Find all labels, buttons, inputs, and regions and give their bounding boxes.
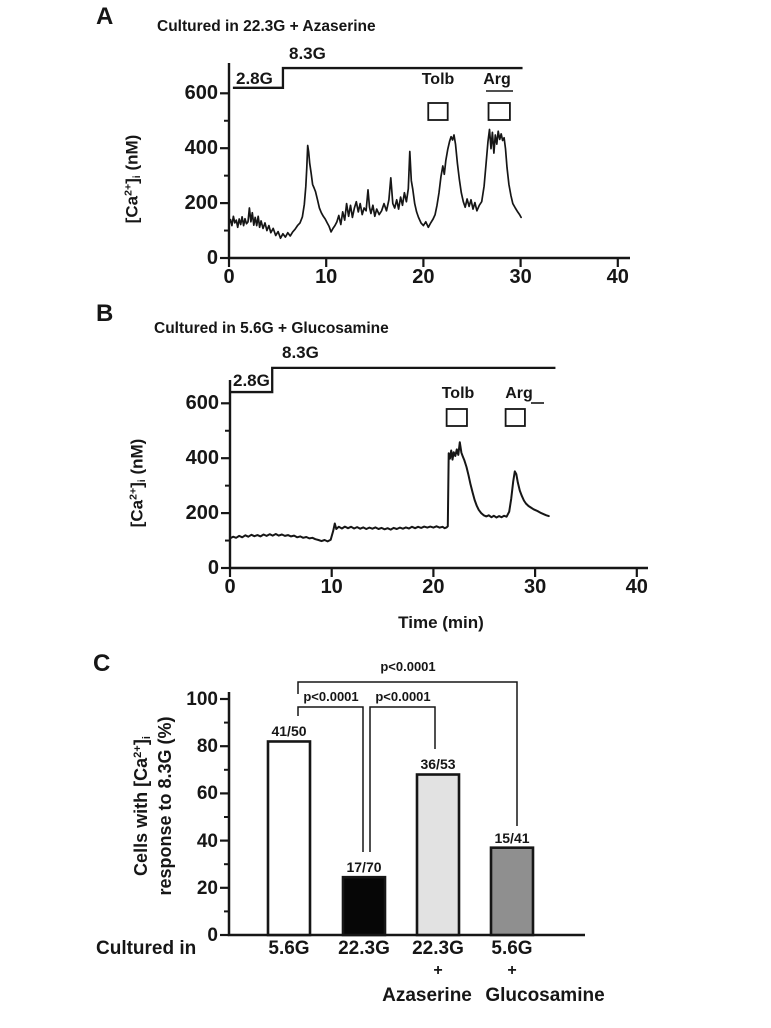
panel-b-y-tick-label: 400 [185,447,219,470]
panel-b-calcium-trace [229,441,550,543]
bar-count-label-2: 17/70 [346,859,382,875]
panel-c-y-tick-label: 100 [186,689,218,710]
panel-a-marker-square-arg [487,102,511,121]
panel-b-ylabel-close: ] [127,482,147,488]
panel-b-ylabel-sup: 2+ [127,487,140,500]
panel-a-ylabel-unit: (nM) [122,134,142,176]
panel-a-y-tick-label: 0 [206,247,218,269]
panel-a-y-axis-label: [Ca2+]i (nM) [121,135,144,224]
category-label-5-6g: 5.6G [268,938,310,959]
panel-a-arginine-label: Arg [483,71,511,88]
panel-a-x-tick-label: 10 [315,266,338,288]
panel-c-y-tick-label: 60 [196,783,218,805]
panel-a-ylabel-sup: 2+ [122,183,135,196]
panel-a-x-tick-label: 20 [412,266,435,288]
panel-b-glucose-step-line [230,366,556,394]
cultured-in-label: Cultured in [96,938,197,959]
panel-b-y-tick-label: 600 [185,392,219,415]
panel-b-title: Cultured in 5.6G + Glucosamine [154,320,389,337]
panel-a-high-glucose-label: 8.3G [289,44,326,63]
panel-b-ylabel-open: [Ca [127,499,147,528]
panel-a-ylabel-open: [Ca [122,195,142,224]
category-label-glucosamine: Glucosamine [485,985,605,1006]
panel-a-ylabel-sub: i [130,175,143,179]
panel-a-title: Cultured in 22.3G + Azaserine [157,18,376,35]
panel-b-ylabel-sub: i [135,479,148,483]
panel-c-y-tick-label: 0 [207,925,218,946]
panel-a-ylabel-close: ] [122,178,142,184]
panel-a-low-glucose-label: 2.8G [236,69,273,88]
panel-b-arginine-label: Arg [505,385,533,402]
bar-2 [415,773,461,937]
panel-a-x-tick-label: 40 [606,266,629,288]
panel-c-y-tick-label: 80 [196,736,218,758]
time-axis-label: Time (min) [398,613,484,632]
bar-count-label-4: 15/41 [494,830,530,846]
panel-a-glucose-step-line [232,66,523,89]
panel-a-calcium-trace [228,128,522,240]
panel-b-axes [228,380,648,570]
panel-b-x-tick-label: 10 [320,576,343,598]
panel-b-y-axis-label: [Ca2+]i (nM) [126,439,149,528]
panel-a-x-tick-label: 30 [509,266,532,288]
bar-0 [266,740,312,937]
category-label-22-3g: 22.3G [338,938,390,959]
panel-b-y-tick-label: 200 [185,502,219,525]
panel-b-ylabel-unit: (nM) [127,438,147,480]
panel-a-axes [227,63,630,260]
p-value-label-3: p<0.0001 [380,659,436,674]
panel-a-letter: A [96,3,114,30]
category-label-azaserine: Azaserine [382,985,472,1006]
panel-b-marker-square-tolb [445,408,468,427]
category-label-22-3g-azaserine: 22.3G [412,938,464,959]
panel-a-y-tick-label: 200 [184,192,218,215]
p-value-label-1: p<0.0001 [303,689,359,704]
panel-b-x-tick-label: 40 [625,576,648,598]
panel-c-y-tick-label: 20 [196,877,218,899]
p-value-label-2: p<0.0001 [375,689,431,704]
panel-a-y-tick-label: 400 [184,137,218,160]
panel-c-ylabel-pre: Cells with [Ca [131,757,152,876]
significance-bracket-1 [369,706,436,852]
panel-a-x-tick-label: 0 [223,266,235,288]
bar-count-label-1: 41/50 [271,723,307,739]
plus-sign-azaserine: + [433,962,443,979]
bar-1 [341,875,387,937]
significance-bracket-0 [297,706,364,852]
panel-b-marker-square-arg [504,408,526,427]
category-label-5-6g-glucosamine: 5.6G [491,938,533,959]
panel-a-tolbutamide-label: Tolb [421,71,455,88]
panel-a-y-tick-label: 600 [184,82,218,105]
plus-sign-glucosamine: + [507,962,517,979]
panel-b-letter: B [96,300,114,327]
panel-c-y-tick-label: 40 [196,830,218,852]
panel-b-x-tick-label: 30 [523,576,547,598]
panel-b-low-glucose-label: 2.8G [233,371,270,390]
panel-c-ylabel-sup: 2+ [132,745,145,758]
panel-b-y-tick-label: 0 [207,557,219,579]
bar-count-label-3: 36/53 [420,756,456,772]
panel-c-letter: C [93,650,111,677]
panel-b-x-tick-label: 20 [422,576,445,598]
bar-3 [489,846,535,937]
panel-b-high-glucose-label: 8.3G [282,343,319,362]
panel-b-x-tick-label: 0 [224,576,236,598]
panel-a-marker-square-tolb [427,102,449,121]
panel-b-tolbutamide-label: Tolb [441,385,475,402]
significance-bracket-2 [297,681,518,826]
